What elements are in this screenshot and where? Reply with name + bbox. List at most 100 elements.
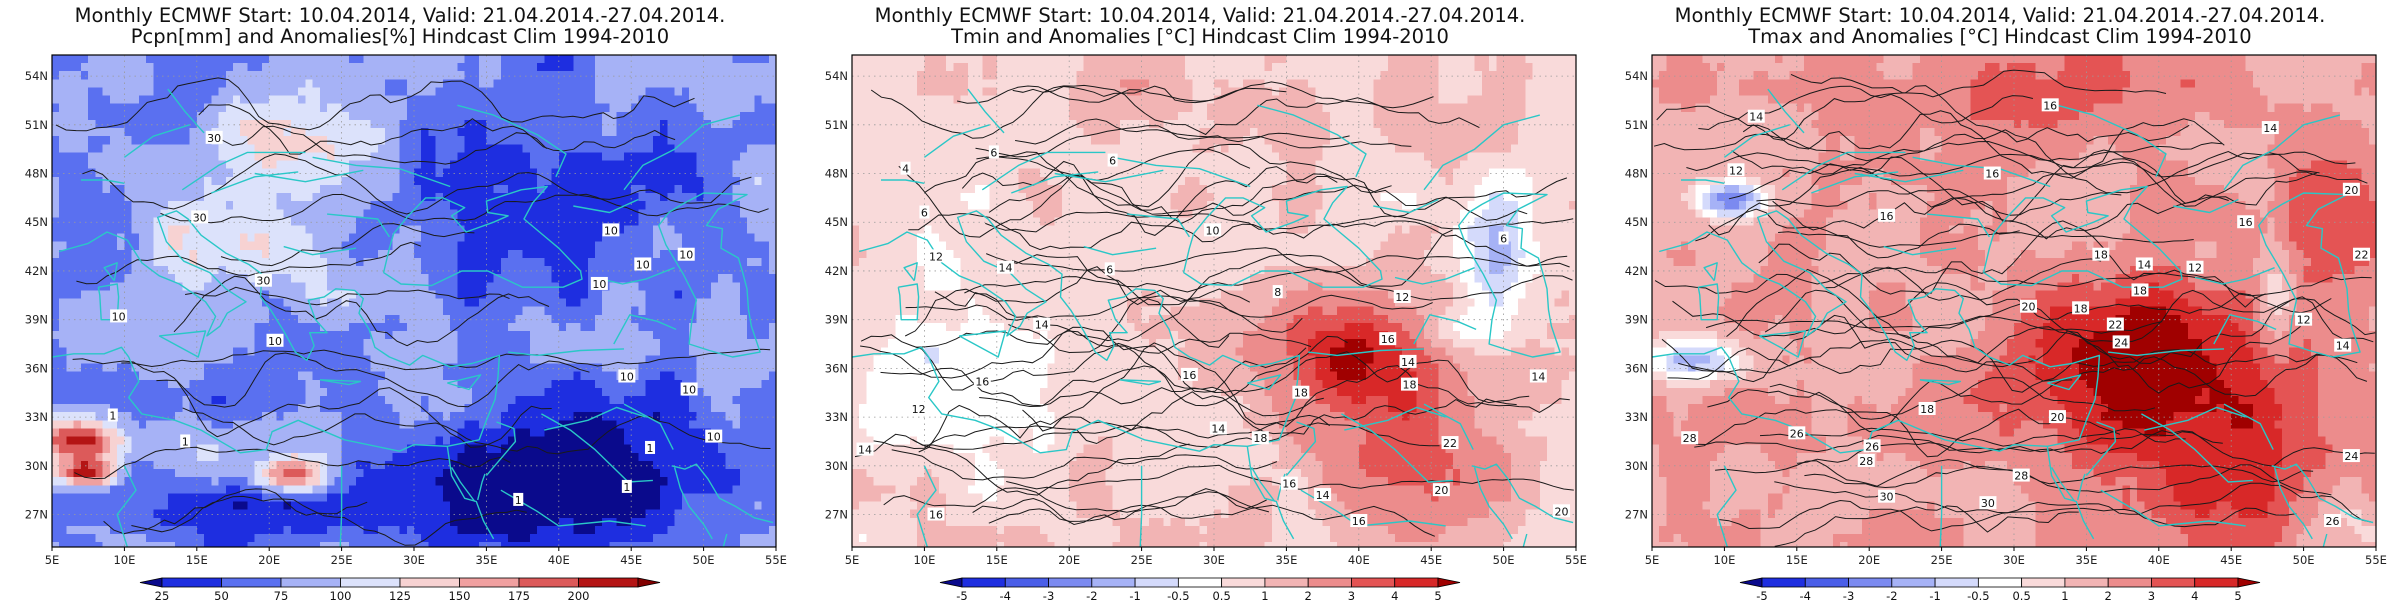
- pcpn-contour-label: 1: [107, 408, 118, 422]
- tmax-colorbar-label: -2: [1886, 589, 1897, 600]
- tmax-contour-labels: 16 14 14 16 12 16 16 20 18 14 12 22 18 20 18 22 24 12 14 18…: [1681, 98, 2371, 528]
- tmax-contour-label: 20: [2048, 410, 2066, 424]
- tmin-lat-tick: 54N: [825, 69, 848, 83]
- tmax-colorbar-label: -0.5: [1967, 589, 1989, 600]
- precip-axis-ticks: 27N 30N 33N 36N 39N 42N 45N 48N 51N 54N 5E 10E 15E 20…: [25, 69, 787, 567]
- pcpn-lat-tick: 36N: [25, 361, 48, 375]
- pcpn-colorbar-segment: [518, 577, 579, 588]
- pcpn-lon-tick: 20E: [258, 553, 280, 567]
- tmin-contour-label: 14: [1314, 488, 1332, 502]
- pcpn-colorbar-label: 25: [155, 589, 170, 600]
- tmax-contour-label: 14: [2334, 338, 2352, 353]
- tmax-title-line2: Tmax and Anomalies [°C] Hindcast Clim 19…: [1747, 25, 2251, 48]
- tmax-panel: Monthly ECMWF Start: 10.04.2014, Valid: …: [1625, 4, 2387, 600]
- pcpn-contour-label: 10: [618, 369, 636, 384]
- tmin-colorbar-segment: [1134, 577, 1179, 588]
- tmax-lon-tick: 45E: [2220, 553, 2242, 567]
- tmax-contour-label: 18: [2092, 247, 2110, 262]
- pcpn-lon-tick: 25E: [331, 553, 353, 567]
- tmax-lon-tick: 35E: [2075, 553, 2097, 567]
- pcpn-contour-label: 10: [634, 257, 652, 271]
- pcpn-colorbar-label: 175: [508, 589, 530, 600]
- tmin-colorbar-label: -1: [1129, 589, 1140, 600]
- pcpn-colorbar-label: 125: [389, 589, 411, 600]
- tmin-colorbar-label: -5: [956, 589, 967, 600]
- tmin-colorbar-high-tip: [1437, 577, 1461, 588]
- tmin-lat-tick: 45N: [825, 215, 848, 229]
- pcpn-colorbar-label: 200: [568, 589, 590, 600]
- tmax-lat-tick: 36N: [1625, 361, 1648, 375]
- tmax-lat-tick: 39N: [1625, 313, 1648, 327]
- tmax-contour-label: 28: [2012, 468, 2030, 483]
- pcpn-contour-label: 10: [602, 223, 620, 237]
- precip-map: [51, 54, 777, 548]
- tmin-lon-tick: 10E: [913, 553, 935, 567]
- tmin-contour-label: 14: [996, 260, 1014, 275]
- tmax-lat-tick: 45N: [1625, 215, 1648, 229]
- tmax-colorbar-label: 0.5: [2012, 589, 2030, 600]
- pcpn-contour-label: 1: [621, 479, 632, 494]
- tmax-colorbar-label: -4: [1800, 589, 1811, 600]
- tmin-colorbar-low-tip: [939, 577, 963, 588]
- tmax-contour-label: 16: [1878, 208, 1896, 223]
- tmin-contour-label: 18: [1400, 377, 1418, 392]
- tmin-contour-label: 12: [910, 401, 928, 416]
- pcpn-colorbar-label: 75: [274, 589, 289, 600]
- tmax-contour-label: 20: [2019, 299, 2037, 314]
- tmax-anomaly-shading: [1652, 55, 2376, 547]
- tmax-colorbar-label: -1: [1929, 589, 1940, 600]
- tmax-contour-label: 16: [2237, 215, 2255, 229]
- tmin-colorbar-segment: [1264, 577, 1309, 588]
- tmax-lat-tick: 42N: [1625, 264, 1648, 278]
- tmax-contour-label: 30: [1878, 489, 1896, 504]
- tmax-colorbar-segment: [1934, 577, 1979, 588]
- tmin-contour-label: 16: [1379, 332, 1397, 346]
- pcpn-lon-tick: 45E: [620, 553, 642, 567]
- pcpn-contour-label: 30: [205, 130, 223, 145]
- tmax-contour-label: 26: [2324, 514, 2342, 528]
- tmin-contour-label: 20: [1432, 483, 1450, 497]
- tmax-colorbar-segment: [1891, 577, 1936, 588]
- pcpn-colorbar-segment: [459, 577, 520, 588]
- pcpn-lon-tick: 55E: [765, 553, 787, 567]
- pcpn-colorbar-segment: [399, 577, 460, 588]
- tmin-contour-label: 16: [1350, 514, 1368, 528]
- tmin-contour-label: 16: [1280, 476, 1298, 491]
- tmin-lat-tick: 51N: [825, 118, 848, 132]
- tmax-colorbar-label: -5: [1756, 589, 1767, 600]
- tmax-lon-tick: 10E: [1713, 553, 1735, 567]
- tmax-lat-tick: 33N: [1625, 410, 1648, 424]
- tmin-contour-label: 16: [927, 507, 945, 522]
- tmax-contour-label: 16: [2041, 98, 2059, 112]
- tmin-lon-tick: 5E: [845, 553, 860, 567]
- tmin-contour-lines: [854, 81, 1574, 537]
- precip-title-line1: Monthly ECMWF Start: 10.04.2014, Valid: …: [75, 4, 726, 27]
- tmin-title-line2: Tmin and Anomalies [°C] Hindcast Clim 19…: [950, 25, 1449, 48]
- tmin-lat-tick: 36N: [825, 361, 848, 375]
- tmin-colorbar-label: 4: [1391, 589, 1398, 600]
- tmin-colorbar-segment: [1177, 577, 1223, 588]
- tmax-contour-label: 12: [2295, 312, 2313, 327]
- tmin-contour-label: 6: [1104, 262, 1115, 276]
- tmin-colorbar: -5 -4 -3 -2 -1 -0.5 0.5 1 2 3 4 5: [939, 577, 1461, 600]
- pcpn-coastlines: [52, 88, 774, 547]
- tmin-lat-tick: 30N: [825, 459, 848, 473]
- pcpn-lon-tick: 15E: [186, 553, 208, 567]
- tmin-contour-label: 20: [1553, 504, 1571, 518]
- tmax-contour-label: 12: [1727, 163, 1745, 177]
- tmax-lon-tick: 5E: [1645, 553, 1660, 567]
- tmin-colorbar-label: 0.5: [1212, 589, 1230, 600]
- tmin-lon-tick: 25E: [1131, 553, 1153, 567]
- pcpn-colorbar-high-tip: [637, 577, 661, 588]
- tmax-contour-label: 24: [2112, 335, 2130, 349]
- tmax-lon-tick: 20E: [1858, 553, 1880, 567]
- tmax-lon-tick: 30E: [2003, 553, 2025, 567]
- pcpn-lat-tick: 33N: [25, 410, 48, 424]
- tmin-contour-label: 12: [927, 249, 945, 263]
- tmin-lon-tick: 50E: [1493, 553, 1515, 567]
- tmin-colorbar-label: -3: [1043, 589, 1054, 600]
- tmin-lat-tick: 27N: [825, 508, 848, 522]
- pcpn-lat-tick: 54N: [25, 69, 48, 83]
- tmin-contour-label: 14: [856, 442, 874, 457]
- tmax-lon-tick: 50E: [2293, 553, 2315, 567]
